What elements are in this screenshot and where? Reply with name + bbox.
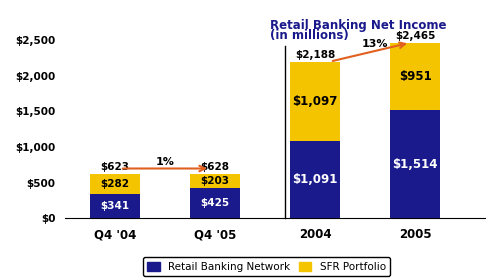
Text: $2,465: $2,465	[395, 31, 435, 41]
Text: $628: $628	[200, 162, 230, 172]
Text: (in millions): (in millions)	[270, 29, 349, 42]
Bar	[290, 141, 340, 218]
Bar	[90, 194, 140, 218]
Text: $1,514: $1,514	[392, 158, 438, 171]
Text: $1,091: $1,091	[292, 173, 338, 186]
Text: 1%: 1%	[156, 157, 174, 167]
Legend: Retail Banking Network, SFR Portfolio: Retail Banking Network, SFR Portfolio	[144, 257, 390, 276]
Text: $623: $623	[100, 162, 130, 172]
Text: $203: $203	[200, 176, 230, 186]
Bar	[390, 111, 440, 218]
Text: $341: $341	[100, 201, 130, 211]
Text: 13%: 13%	[362, 39, 388, 49]
Bar	[90, 174, 140, 194]
Text: $1,097: $1,097	[292, 95, 338, 108]
Text: $282: $282	[100, 179, 130, 189]
Bar	[190, 174, 240, 188]
Bar	[190, 188, 240, 218]
Bar	[390, 43, 440, 111]
Text: $2,188: $2,188	[295, 50, 335, 60]
Text: $951: $951	[398, 70, 432, 83]
Bar	[290, 62, 340, 141]
Text: $425: $425	[200, 198, 230, 208]
Text: Retail Banking Net Income: Retail Banking Net Income	[270, 19, 446, 32]
